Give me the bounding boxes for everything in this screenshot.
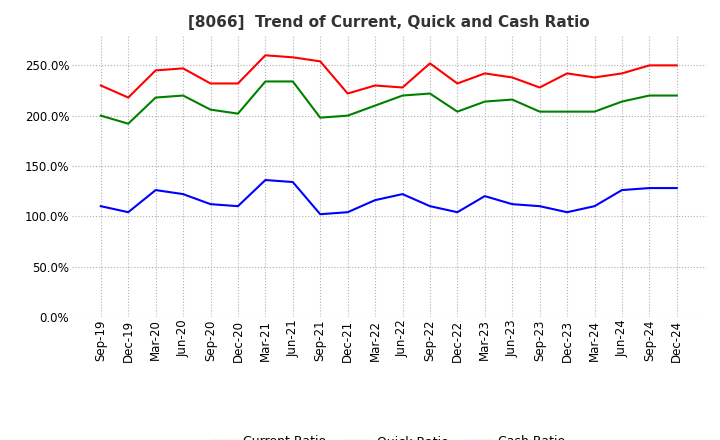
- Legend: Current Ratio, Quick Ratio, Cash Ratio: Current Ratio, Quick Ratio, Cash Ratio: [207, 430, 570, 440]
- Quick Ratio: [563, 109, 572, 114]
- Cash Ratio: [179, 191, 187, 197]
- Current Ratio: [645, 63, 654, 68]
- Current Ratio: [96, 83, 105, 88]
- Title: [8066]  Trend of Current, Quick and Cash Ratio: [8066] Trend of Current, Quick and Cash …: [188, 15, 590, 30]
- Cash Ratio: [590, 204, 599, 209]
- Line: Quick Ratio: Quick Ratio: [101, 81, 677, 124]
- Current Ratio: [316, 59, 325, 64]
- Current Ratio: [261, 53, 270, 58]
- Cash Ratio: [645, 185, 654, 191]
- Quick Ratio: [316, 115, 325, 120]
- Cash Ratio: [508, 202, 516, 207]
- Quick Ratio: [151, 95, 160, 100]
- Current Ratio: [371, 83, 379, 88]
- Quick Ratio: [536, 109, 544, 114]
- Cash Ratio: [343, 209, 352, 215]
- Cash Ratio: [563, 209, 572, 215]
- Current Ratio: [618, 71, 626, 76]
- Cash Ratio: [672, 185, 681, 191]
- Cash Ratio: [124, 209, 132, 215]
- Current Ratio: [343, 91, 352, 96]
- Current Ratio: [426, 61, 434, 66]
- Quick Ratio: [398, 93, 407, 98]
- Quick Ratio: [96, 113, 105, 118]
- Cash Ratio: [398, 191, 407, 197]
- Current Ratio: [672, 63, 681, 68]
- Cash Ratio: [289, 180, 297, 185]
- Quick Ratio: [645, 93, 654, 98]
- Quick Ratio: [124, 121, 132, 126]
- Quick Ratio: [233, 111, 242, 116]
- Current Ratio: [289, 55, 297, 60]
- Cash Ratio: [233, 204, 242, 209]
- Line: Cash Ratio: Cash Ratio: [101, 180, 677, 214]
- Quick Ratio: [426, 91, 434, 96]
- Quick Ratio: [206, 107, 215, 112]
- Line: Current Ratio: Current Ratio: [101, 55, 677, 98]
- Quick Ratio: [618, 99, 626, 104]
- Quick Ratio: [289, 79, 297, 84]
- Cash Ratio: [480, 194, 489, 199]
- Cash Ratio: [618, 187, 626, 193]
- Current Ratio: [179, 66, 187, 71]
- Cash Ratio: [206, 202, 215, 207]
- Current Ratio: [233, 81, 242, 86]
- Current Ratio: [453, 81, 462, 86]
- Cash Ratio: [536, 204, 544, 209]
- Cash Ratio: [426, 204, 434, 209]
- Quick Ratio: [672, 93, 681, 98]
- Quick Ratio: [508, 97, 516, 102]
- Current Ratio: [508, 75, 516, 80]
- Cash Ratio: [371, 198, 379, 203]
- Quick Ratio: [179, 93, 187, 98]
- Current Ratio: [206, 81, 215, 86]
- Quick Ratio: [261, 79, 270, 84]
- Quick Ratio: [343, 113, 352, 118]
- Current Ratio: [398, 85, 407, 90]
- Cash Ratio: [261, 177, 270, 183]
- Quick Ratio: [480, 99, 489, 104]
- Current Ratio: [151, 68, 160, 73]
- Quick Ratio: [371, 103, 379, 108]
- Current Ratio: [590, 75, 599, 80]
- Current Ratio: [124, 95, 132, 100]
- Current Ratio: [563, 71, 572, 76]
- Cash Ratio: [453, 209, 462, 215]
- Current Ratio: [536, 85, 544, 90]
- Quick Ratio: [453, 109, 462, 114]
- Current Ratio: [480, 71, 489, 76]
- Cash Ratio: [316, 212, 325, 217]
- Cash Ratio: [96, 204, 105, 209]
- Cash Ratio: [151, 187, 160, 193]
- Quick Ratio: [590, 109, 599, 114]
